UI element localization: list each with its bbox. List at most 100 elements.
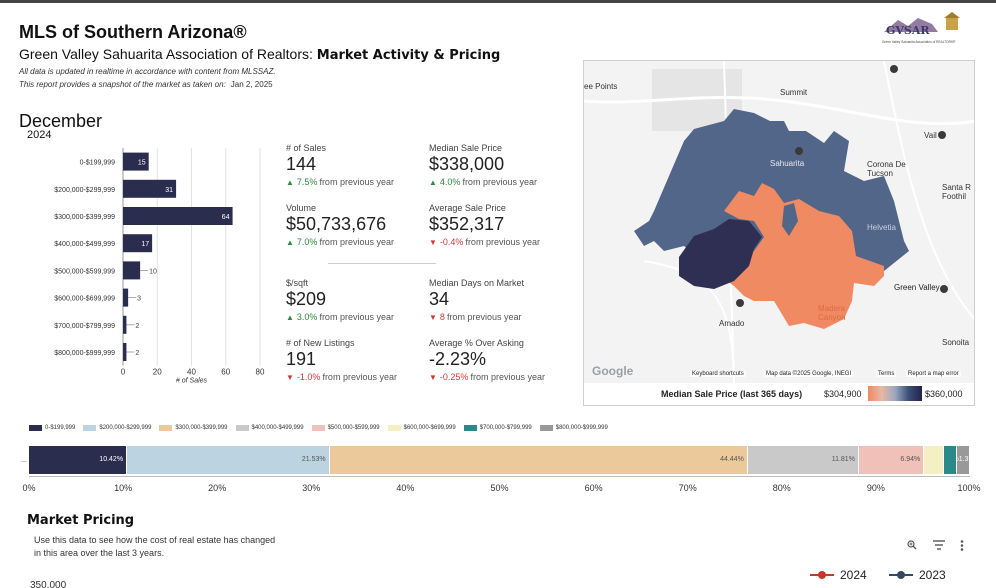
terms-link[interactable]: Terms <box>876 371 897 377</box>
legend-item-2023[interactable]: 2023 <box>889 568 946 582</box>
metric-change-value: 7.0% <box>296 237 318 247</box>
metric-change-text: from previous year <box>446 312 522 322</box>
arrow-up-icon: ▲ <box>429 178 437 187</box>
category-label: $500,000-$599,999 <box>54 268 115 275</box>
data-label: 64 <box>222 214 230 221</box>
metric-change-value: -0.25% <box>439 372 469 382</box>
arrow-up-icon: ▲ <box>286 313 294 322</box>
region-south-orange[interactable] <box>714 183 884 329</box>
x-tick-label: 60% <box>584 483 603 493</box>
report-map-error-link[interactable]: Report a map error <box>906 371 961 377</box>
legend-label: $600,000-$699,999 <box>403 425 456 431</box>
bar-segment[interactable]: 2.08%1.39%1.39% <box>956 446 970 474</box>
legend-item[interactable]: $700,000-$799,999 <box>463 423 532 433</box>
region-inlet[interactable] <box>782 203 798 236</box>
x-tick-label: 0 <box>121 368 126 377</box>
legend-swatch <box>235 425 249 431</box>
bar-segment[interactable] <box>943 446 957 474</box>
x-tick-label: 60 <box>221 368 230 377</box>
legend-label: $300,000-$399,999 <box>175 425 228 431</box>
legend-item[interactable]: $500,000-$599,999 <box>311 423 380 433</box>
zoom-icon[interactable] <box>907 540 917 553</box>
metric-label: $/sqft <box>286 278 309 288</box>
x-tick-label: 40 <box>187 368 196 377</box>
legend-label: $200,000-$299,999 <box>99 425 152 431</box>
legend-item-2024[interactable]: 2024 <box>810 568 867 582</box>
more-icon[interactable] <box>960 540 964 554</box>
svg-text:Green Valley Sahuarita Associa: Green Valley Sahuarita Association of RE… <box>882 40 956 44</box>
metric-sqft: $/sqft $209 ▲ 3.0% from previous year <box>286 278 426 322</box>
map-canvas[interactable] <box>584 61 975 383</box>
segment-label: 21.53% <box>301 456 326 463</box>
legend-item[interactable]: $600,000-$699,999 <box>387 423 456 433</box>
x-tick-label: 20 <box>153 368 162 377</box>
bar-segment[interactable]: 6.94% <box>858 446 925 474</box>
sales-by-price-chart: 0 20 40 60 80 # of Sales 0-$199,999 15 $200,000-… <box>54 148 265 385</box>
metric-value: 144 <box>286 154 317 174</box>
place-corona-de-tucson: Corona De Tucson <box>867 160 906 178</box>
legend-item[interactable]: $400,000-$499,999 <box>235 423 304 433</box>
metric-change-text: from previous year <box>462 177 537 187</box>
bar <box>123 207 233 225</box>
segment-label: 6.94% <box>900 456 921 463</box>
legend-item[interactable]: $300,000-$399,999 <box>159 423 228 433</box>
x-tick-label: 20% <box>208 483 227 493</box>
legend-swatch-2023 <box>889 571 913 579</box>
region-dark[interactable] <box>679 219 762 289</box>
x-tick-label: 0% <box>22 483 36 493</box>
metric-label: Average % Over Asking <box>429 338 524 348</box>
place-madera-canyon: Madera Canyon <box>818 304 846 322</box>
category-label: $700,000-$799,999 <box>54 323 115 330</box>
bar-segment[interactable]: 21.53% <box>127 446 330 474</box>
metric-change-value: -0.4% <box>439 237 464 247</box>
metric-label: Volume <box>286 203 317 213</box>
segment-label: 11.81% <box>831 456 855 463</box>
place-santa-rita-foothills: Santa R Foothil <box>942 183 971 201</box>
arrow-down-icon: ▼ <box>286 373 294 382</box>
map-legend-max: $360,000 <box>925 389 963 399</box>
metric-change-text: from previous year <box>322 372 397 382</box>
bar <box>123 288 129 307</box>
bar-segment[interactable]: 10.42% <box>29 446 128 474</box>
update-note: All data is updated in realtime in accor… <box>19 67 276 76</box>
snapshot-label: This report provides a snapshot of the m… <box>19 80 226 89</box>
legend-item[interactable]: $200,000-$299,999 <box>83 423 151 433</box>
metric-change-text: from previous year <box>465 237 540 247</box>
data-label: 3 <box>137 296 141 303</box>
metric-of-new-listings: # of New Listings 191 ▼ -1.0% from previous … <box>286 338 426 382</box>
bar <box>123 343 127 361</box>
legend-label: $400,000-$499,999 <box>251 425 304 431</box>
metric-change-value: 7.5% <box>296 177 318 187</box>
legend-label-2024: 2024 <box>840 568 867 582</box>
median-price-map[interactable]: ee Points Summit Sahuarita Corona De Tuc… <box>583 60 975 406</box>
metrics-divider <box>328 263 436 264</box>
data-label: 10 <box>149 268 157 275</box>
data-label: 31 <box>165 187 173 194</box>
subtitle-association: Green Valley Sahuarita Association of Re… <box>19 46 317 62</box>
legend-item[interactable]: 0-$199,999 <box>29 423 75 433</box>
metric-label: Median Sale Price <box>429 143 503 153</box>
legend-label: 0-$199,999 <box>45 425 76 431</box>
metric-change-value: 4.0% <box>439 177 461 187</box>
metric-value: -2.23% <box>429 349 487 369</box>
bar-segment[interactable]: 44.44% <box>329 446 748 474</box>
data-label: 15 <box>138 160 146 167</box>
bar-segment[interactable] <box>924 446 944 474</box>
x-tick-label: 100% <box>957 483 981 493</box>
market-pricing-title: Market Pricing <box>27 513 135 528</box>
metric-change: ▼ -0.4% from previous year <box>429 237 569 247</box>
category-label: $400,000-$499,999 <box>54 241 115 248</box>
bar-segment[interactable]: 11.81% <box>747 446 859 474</box>
legend-item[interactable]: $800,000-$999,999 <box>539 423 608 433</box>
data-label: 17 <box>141 241 149 248</box>
metric-label: Median Days on Market <box>429 278 525 288</box>
metric-average-over-asking: Average % Over Asking -2.23% ▼ -0.25% from p… <box>429 338 569 382</box>
x-tick-label: 30% <box>302 483 321 493</box>
metric-change: ▲ 3.0% from previous year <box>286 312 426 322</box>
metric-value: $352,317 <box>429 214 505 234</box>
report-year: 2024 <box>27 129 52 141</box>
filter-icon[interactable] <box>933 540 945 553</box>
x-tick-label: 70% <box>678 483 697 493</box>
keyboard-shortcuts-link[interactable]: Keyboard shortcuts <box>690 371 746 377</box>
legend-swatch <box>539 425 553 431</box>
